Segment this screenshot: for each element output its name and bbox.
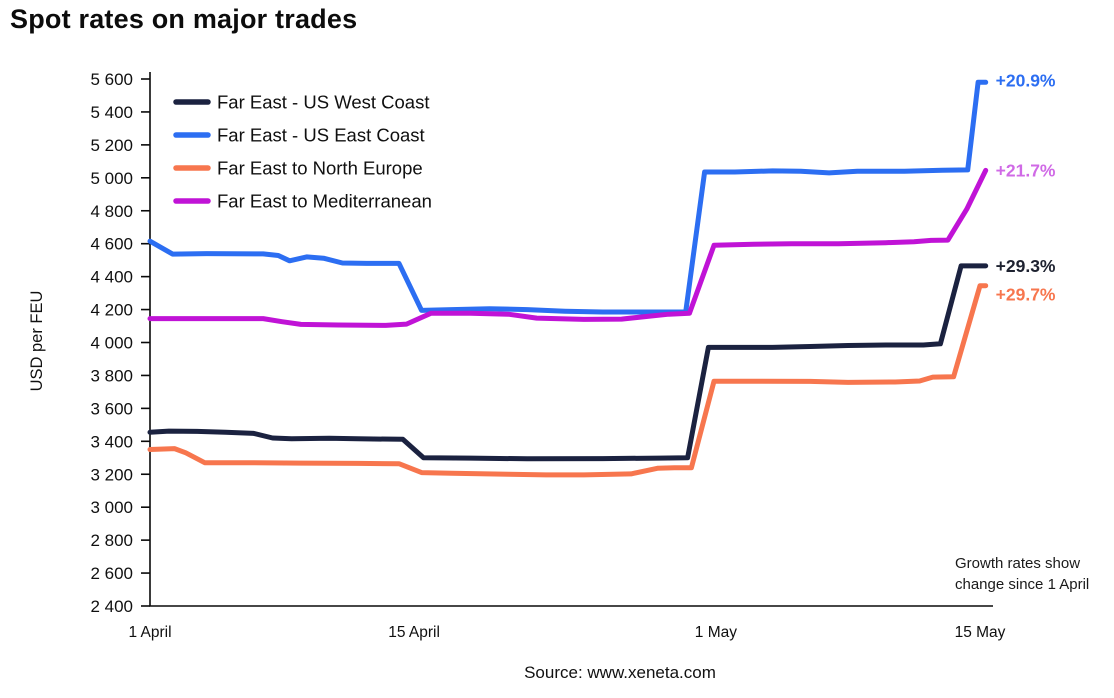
y-tick-label: 4 000 [90,334,133,353]
y-tick-label: 3 000 [90,498,133,517]
y-tick-label: 3 200 [90,465,133,484]
x-tick-label: 1 April [128,624,171,641]
y-tick-label: 2 400 [90,597,133,616]
legend-label-far-east-us-west-coast: Far East - US West Coast [217,92,429,113]
series-line-far-east-us-west-coast [147,263,989,462]
series-line-far-east-to-north-europe [147,283,989,478]
axis-lines [149,72,993,607]
y-tick-label: 5 200 [90,136,133,155]
y-axis-title: USD per FEU [28,291,46,392]
source-credit: Source: www.xeneta.com [524,663,716,682]
y-tick-label: 3 400 [90,432,133,451]
y-tick-label: 3 800 [90,366,133,385]
legend-label-far-east-to-north-europe: Far East to North Europe [217,158,423,179]
x-tick-label: 1 May [695,624,737,641]
growth-label-far-east-to-north-europe: +29.7% [996,285,1056,305]
x-tick-label: 15 April [388,624,440,641]
legend-label-far-east-to-mediterranean: Far East to Mediterranean [217,191,432,212]
growth-note: Growth rates show change since 1 April [955,555,1090,593]
y-tick-label: 5 400 [90,103,133,122]
y-tick-label: 4 800 [90,202,133,221]
y-tick-label: 4 400 [90,268,133,287]
y-tick-label: 5 000 [90,169,133,188]
x-tick-label: 15 May [955,624,1006,641]
legend-label-far-east-us-east-coast: Far East - US East Coast [217,125,425,146]
growth-label-far-east-us-east-coast: +20.9% [996,70,1056,90]
y-tick-label: 2 600 [90,564,133,583]
y-tick-label: 2 800 [90,531,133,550]
y-tick-label: 4 600 [90,235,133,254]
y-tick-label: 4 200 [90,301,133,320]
growth-label-far-east-us-west-coast: +29.3% [996,256,1056,276]
y-tick-label: 3 600 [90,399,133,418]
series-line-far-east-to-mediterranean [147,167,989,328]
y-tick-label: 5 600 [90,70,133,89]
chart-title: Spot rates on major trades [10,4,358,34]
growth-label-far-east-to-mediterranean: +21.7% [996,160,1056,180]
series-line-far-east-us-east-coast [147,79,989,315]
